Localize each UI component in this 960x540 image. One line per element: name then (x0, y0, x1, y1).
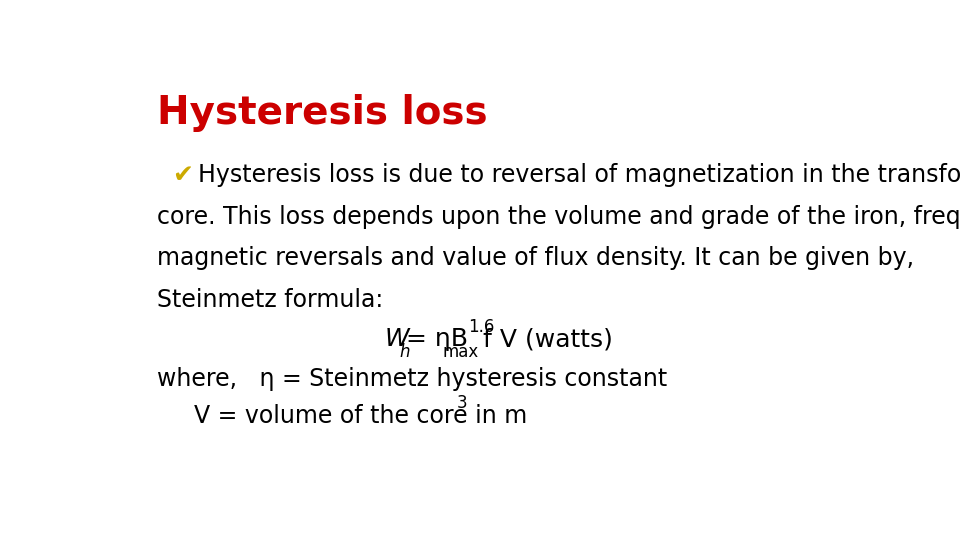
Text: where,   η = Steinmetz hysteresis constant: where, η = Steinmetz hysteresis constant (157, 367, 667, 391)
Text: Hysteresis loss is due to reversal of magnetization in the transformer: Hysteresis loss is due to reversal of ma… (198, 163, 960, 187)
Text: W: W (384, 327, 409, 351)
Text: 1.6: 1.6 (468, 318, 494, 336)
Text: ✔: ✔ (172, 163, 193, 187)
Text: = ηB: = ηB (406, 327, 468, 351)
Text: f V (watts): f V (watts) (483, 327, 612, 351)
Text: V = volume of the core in m: V = volume of the core in m (194, 404, 528, 428)
Text: core. This loss depends upon the volume and grade of the iron, frequency of: core. This loss depends upon the volume … (157, 205, 960, 228)
Text: Steinmetz formula:: Steinmetz formula: (157, 288, 383, 312)
Text: Hysteresis loss: Hysteresis loss (157, 94, 488, 132)
Text: h: h (399, 343, 410, 361)
Text: 3: 3 (456, 394, 467, 412)
Text: magnetic reversals and value of flux density. It can be given by,: magnetic reversals and value of flux den… (157, 246, 914, 270)
Text: max: max (443, 343, 478, 361)
